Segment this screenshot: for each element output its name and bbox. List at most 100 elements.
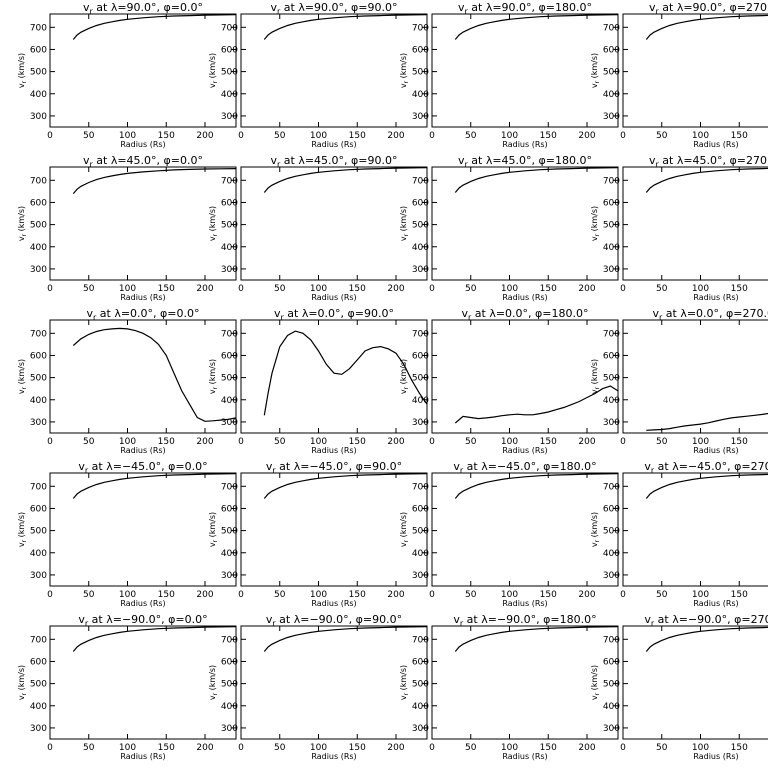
y-tick-label: 300 [221,571,238,581]
x-tick-label: 100 [119,284,136,294]
y-tick-label: 400 [603,396,620,406]
x-tick-label: 150 [540,743,557,753]
subplot-10: vr at λ=0.0°, φ=90.0° 0 50 100 150 200 300 400 5… [208,307,428,455]
subplot-12: vr at λ=0.0°, φ=270.0°050100150200300400… [590,307,768,455]
y-tick-label: 400 [603,702,620,712]
y-tick-label: 400 [412,702,429,712]
plot-frame [240,625,428,740]
y-axis-label: vr (km/s) [399,359,410,394]
x-tick-label: 0 [47,131,53,141]
x-tick-label: 50 [656,590,668,600]
x-tick-label: 50 [83,437,95,447]
series-line [263,330,428,416]
y-tick-label: 300 [221,265,238,275]
x-tick-label: 0 [620,743,626,753]
x-axis-label: Radius (Rs) [120,293,165,302]
y-tick-label: 700 [30,23,47,33]
x-tick-label: 0 [238,437,244,447]
y-tick-label: 500 [412,68,429,78]
y-tick-label: 400 [412,396,429,406]
subplot-19: vr at λ=−90.0°, φ=180.0° 0 50 100 150 200 300 4… [399,613,619,761]
y-tick-label: 300 [412,724,429,734]
y-axis-label: vr (km/s) [208,206,219,241]
x-tick-label: 50 [465,284,477,294]
y-tick-label: 600 [221,351,238,361]
y-tick-label: 600 [603,45,620,55]
plot-frame [49,472,237,587]
y-tick-label: 300 [603,112,620,122]
plot-frame [49,625,237,740]
x-tick-label: 0 [429,437,435,447]
y-tick-label: 300 [603,265,620,275]
x-tick-label: 100 [501,437,518,447]
plot-frame [431,166,619,281]
x-tick-label: 0 [429,743,435,753]
plot-frame [240,472,428,587]
x-tick-label: 100 [692,590,709,600]
x-tick-label: 200 [387,590,404,600]
subplot-16: vr at λ=−45.0°, φ=270.0°0501001502003004… [590,460,768,608]
x-tick-label: 200 [387,437,404,447]
series-line [645,167,768,193]
y-tick-label: 700 [603,329,620,339]
y-axis-label: vr (km/s) [17,512,28,547]
y-tick-label: 400 [603,549,620,559]
series-line [72,327,237,422]
series-line [645,473,768,499]
subplot-14: vr at λ=−45.0°, φ=90.0° 0 50 100 150 200 300 40… [208,460,428,608]
x-tick-label: 150 [349,590,366,600]
x-axis-label: Radius (Rs) [311,752,356,761]
x-tick-label: 200 [196,590,213,600]
y-tick-label: 300 [412,112,429,122]
plot-title: vr at λ=−90.0°, φ=0.0° [78,613,207,628]
x-tick-label: 0 [238,590,244,600]
plot-title: vr at λ=90.0°, φ=180.0° [458,1,592,16]
x-tick-label: 150 [731,743,748,753]
x-tick-label: 50 [274,284,286,294]
y-tick-label: 400 [30,243,47,253]
subplot-18: vr at λ=−90.0°, φ=90.0° 0 50 100 150 200 300 40… [208,613,428,761]
y-tick-label: 500 [221,374,238,384]
y-tick-label: 400 [30,702,47,712]
x-tick-label: 200 [387,743,404,753]
y-tick-label: 300 [221,112,238,122]
plot-frame [431,625,619,740]
x-tick-label: 150 [540,131,557,141]
y-axis-label: vr (km/s) [208,665,219,700]
y-axis-label: vr (km/s) [17,665,28,700]
x-tick-label: 100 [119,131,136,141]
y-tick-label: 600 [412,198,429,208]
y-tick-label: 700 [221,482,238,492]
y-axis-label: vr (km/s) [17,53,28,88]
plot-frame [240,13,428,128]
y-tick-label: 500 [412,221,429,231]
plot-frame [240,319,428,434]
x-tick-label: 200 [578,131,595,141]
y-tick-label: 500 [221,527,238,537]
x-tick-label: 50 [83,590,95,600]
x-tick-label: 50 [656,743,668,753]
y-axis-label: vr (km/s) [399,206,410,241]
y-tick-label: 600 [412,504,429,514]
x-tick-label: 150 [731,284,748,294]
y-tick-label: 700 [412,635,429,645]
x-tick-label: 50 [465,743,477,753]
y-tick-label: 300 [221,724,238,734]
series-line [454,167,619,193]
x-axis-label: Radius (Rs) [693,599,738,608]
subplot-1: vr at λ=90.0°, φ=0.0° 0 50 100 150 200 300 400 5… [17,1,237,149]
plot-frame [622,166,768,281]
plot-frame [622,472,768,587]
subplot-7: vr at λ=45.0°, φ=180.0° 0 50 100 150 200 300 40… [399,154,619,302]
x-tick-label: 50 [83,131,95,141]
x-axis-label: Radius (Rs) [693,140,738,149]
y-tick-label: 400 [221,702,238,712]
x-tick-label: 50 [274,131,286,141]
x-tick-label: 0 [47,284,53,294]
y-axis-label: vr (km/s) [17,359,28,394]
x-axis-label: Radius (Rs) [120,599,165,608]
series-line [645,626,768,652]
y-tick-label: 700 [412,482,429,492]
y-tick-label: 700 [30,635,47,645]
y-tick-label: 500 [30,374,47,384]
